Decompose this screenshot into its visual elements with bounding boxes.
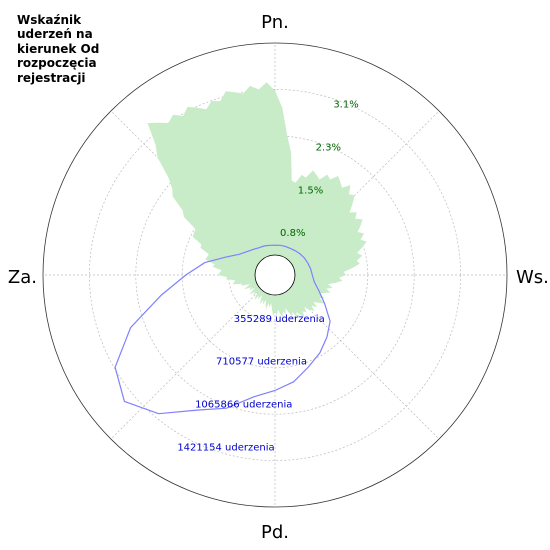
- direction-east: Ws.: [516, 267, 549, 288]
- center-hole: [254, 254, 296, 296]
- percent-tick-label: 1.5%: [298, 185, 323, 196]
- grid-ring: [135, 135, 415, 415]
- count-line-series: [114, 244, 331, 415]
- percent-area: [147, 82, 367, 318]
- count-tick-label: 710577 uderzenia: [216, 357, 307, 368]
- count-tick-label: 1065866 uderzenia: [195, 400, 292, 411]
- direction-south: Pd.: [261, 522, 289, 543]
- percent-tick-label: 3.1%: [333, 100, 358, 111]
- chart-title: Wskaźnik uderzeń na kierunek Od rozpoczę…: [17, 13, 100, 85]
- axis-labels: Pn. Ws. Pd. Za. 0.8% 1.5% 2.3% 3.1% 355289 uderz…: [8, 12, 549, 543]
- percent-tick-label: 2.3%: [316, 142, 341, 153]
- count-tick-label: 1421154 uderzenia: [177, 442, 274, 453]
- percent-tick-label: 0.8%: [280, 228, 305, 239]
- direction-north: Pn.: [261, 12, 289, 33]
- grid-spoke: [110, 274, 276, 440]
- center-circle: [254, 254, 296, 296]
- count-tick-label: 355289 uderzenia: [234, 314, 325, 325]
- grid-ring: [42, 42, 508, 508]
- count-line: [114, 244, 331, 415]
- grid-spoke: [274, 110, 440, 276]
- grid-spoke: [274, 274, 440, 440]
- percent-area-series: [147, 82, 367, 318]
- direction-west: Za.: [8, 267, 37, 288]
